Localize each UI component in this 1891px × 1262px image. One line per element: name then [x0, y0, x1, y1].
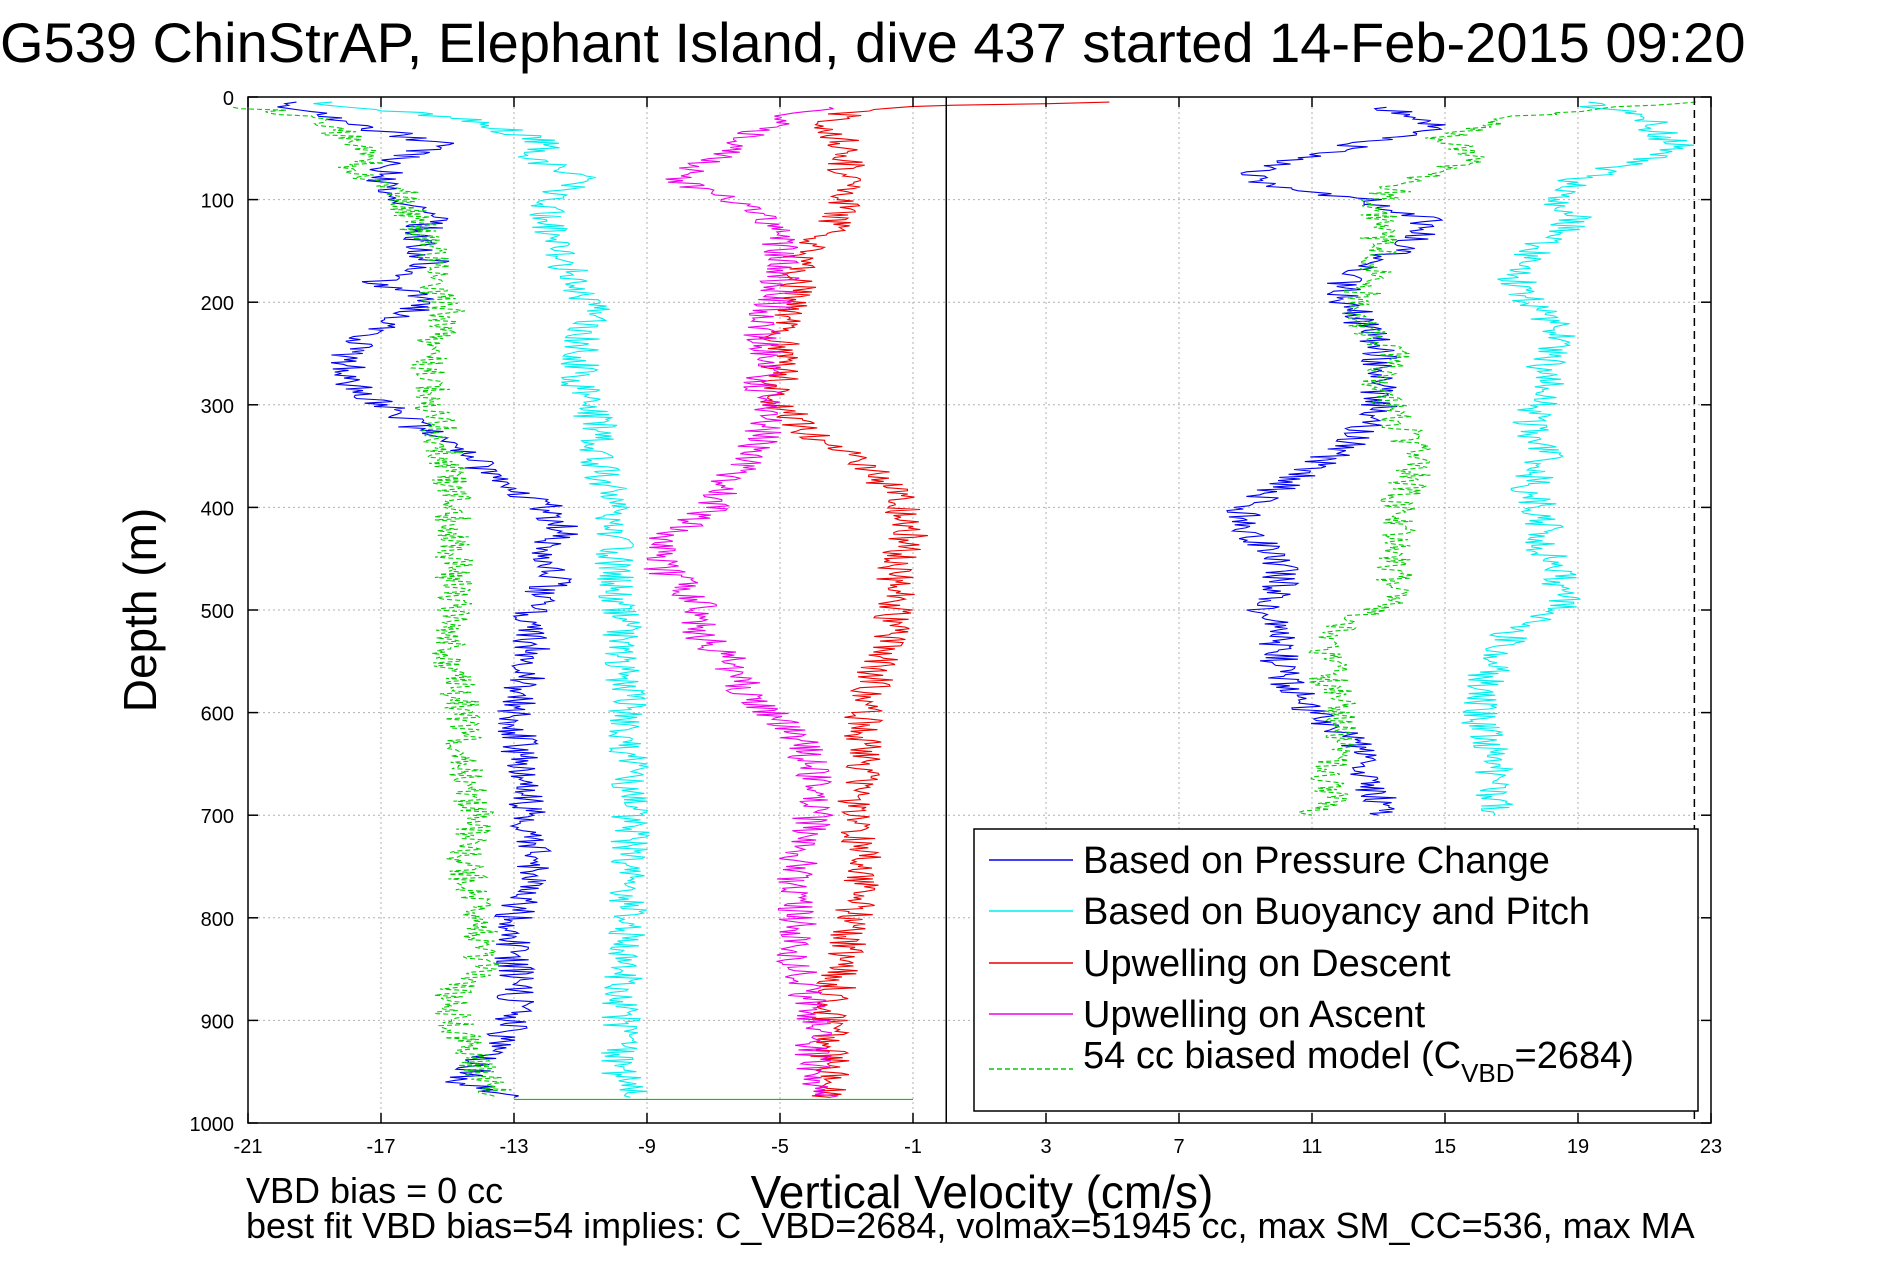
legend-label-upwelling-descent: Upwelling on Descent [1083, 943, 1451, 985]
x-tick-label: 15 [1434, 1136, 1456, 1158]
series-line-segment [758, 101, 1110, 1098]
series-based-on-buoyancy-and-pitch [313, 101, 1695, 1098]
y-axis-label: Depth (m) [114, 508, 166, 712]
x-tick-label: 19 [1567, 1136, 1589, 1158]
x-tick-label: -13 [500, 1136, 529, 1158]
reference-lines [945, 97, 1696, 1123]
legend-label-pressure-change: Based on Pressure Change [1083, 840, 1550, 882]
series-line-segment [1226, 106, 1446, 816]
series-upwelling-on-descent [758, 101, 1110, 1098]
legend-model-subscript: VBD [1461, 1058, 1514, 1088]
series-line-segment [233, 106, 512, 1098]
legend: Based on Pressure Change Based on Buoyan… [973, 828, 1699, 1112]
series-line-segment [1461, 101, 1695, 816]
footer-best-fit: best fit VBD bias=54 implies: C_VBD=2684… [246, 1205, 1695, 1246]
x-tick-label: 23 [1700, 1136, 1722, 1158]
y-tick-label: 800 [201, 909, 234, 931]
series-line-segment [277, 101, 578, 1098]
x-tick-label: 3 [1040, 1136, 1051, 1158]
axis-ticks: -21 -17 -13 -9 -5 -1 3 7 11 15 19 23010020030040050… [190, 88, 1723, 1158]
x-axis-label: Vertical Velocity (cm/s) [751, 1166, 1214, 1218]
series-based-on-pressure-change [277, 101, 1446, 1098]
y-tick-label: 700 [201, 806, 234, 828]
series-54-cc-biased-model-c-vbd-2684 [233, 101, 1696, 1098]
y-tick-label: 100 [201, 191, 234, 213]
series-line-segment [1296, 101, 1696, 816]
legend-model-prefix: 54 cc biased model (C [1083, 1035, 1461, 1077]
y-tick-label: 400 [201, 498, 234, 520]
y-tick-label: 1000 [190, 1114, 235, 1136]
legend-label-upwelling-ascent: Upwelling on Ascent [1083, 994, 1426, 1036]
x-tick-label: -5 [771, 1136, 789, 1158]
series-group [233, 96, 1696, 1100]
x-tick-label: 11 [1302, 1136, 1323, 1158]
series-line-segment [643, 106, 839, 1098]
x-tick-label: 7 [1173, 1136, 1184, 1158]
y-tick-label: 600 [201, 704, 234, 726]
legend-label-biased-model: 54 cc biased model (CVBD=2684) [1083, 1035, 1634, 1088]
series-upwelling-on-ascent [643, 106, 839, 1098]
footer-vbd-bias: VBD bias = 0 cc [246, 1170, 503, 1211]
y-tick-label: 300 [201, 396, 234, 418]
x-tick-label: -1 [904, 1136, 922, 1158]
series-line-segment [313, 101, 651, 1098]
x-tick-label: -17 [367, 1136, 396, 1158]
y-tick-label: 200 [201, 293, 234, 315]
y-tick-label: 500 [201, 601, 234, 623]
legend-box [973, 828, 1699, 1112]
x-tick-label: -21 [234, 1136, 263, 1158]
y-tick-label: 0 [223, 88, 234, 110]
legend-model-suffix: =2684) [1515, 1035, 1634, 1077]
y-tick-label: 900 [201, 1011, 234, 1033]
x-tick-label: -9 [638, 1136, 656, 1158]
legend-label-buoyancy-pitch: Based on Buoyancy and Pitch [1083, 891, 1590, 933]
chart-title: G539 ChinStrAP, Elephant Island, dive 43… [0, 11, 1745, 74]
